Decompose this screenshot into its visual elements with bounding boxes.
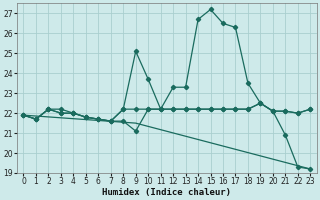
X-axis label: Humidex (Indice chaleur): Humidex (Indice chaleur)	[102, 188, 231, 197]
